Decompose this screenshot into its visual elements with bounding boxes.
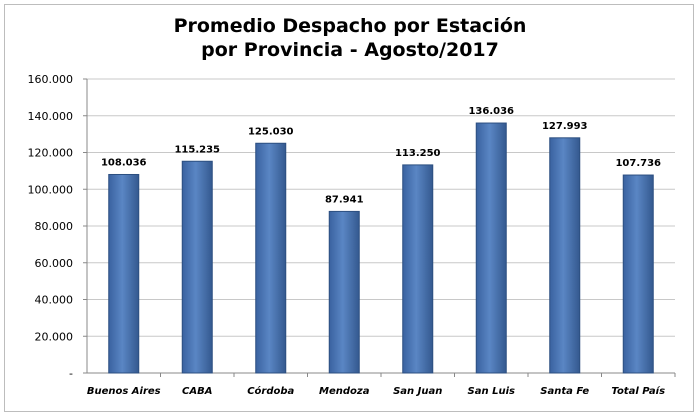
bar-san-luis (475, 122, 507, 374)
x-tick-label: Mendoza (319, 386, 370, 397)
data-label: 87.941 (325, 194, 364, 205)
bar-san-juan (402, 164, 434, 374)
y-tick-label: 160.000 (28, 73, 74, 86)
y-tick-label: 80.000 (35, 220, 74, 233)
chart-frame (4, 4, 694, 412)
data-label: 125.030 (248, 126, 294, 137)
y-tick-label: 140.000 (28, 110, 74, 123)
y-tick-label: - (69, 367, 73, 380)
data-label: 127.993 (542, 121, 588, 132)
chart-title-line2: por Provincia - Agosto/2017 (201, 39, 499, 61)
y-tick-label: 120.000 (28, 147, 74, 160)
bar-mendoza (328, 210, 360, 374)
data-label: 113.250 (395, 148, 441, 159)
chart-title-line1: Promedio Despacho por Estación (173, 15, 527, 37)
y-tick-label: 20.000 (35, 330, 74, 343)
x-tick-label: Total País (611, 385, 665, 397)
data-label: 108.036 (101, 157, 147, 168)
x-tick-label: Córdoba (247, 385, 294, 397)
bar-santa-fe (549, 137, 581, 374)
x-tick-label: Santa Fe (540, 386, 589, 397)
data-label: 115.235 (174, 144, 220, 155)
chart-title: Promedio Despacho por Estación por Provi… (0, 14, 700, 62)
y-tick-label: 40.000 (35, 294, 74, 307)
bar-buenos-aires (108, 173, 140, 374)
data-label: 107.736 (615, 158, 661, 169)
y-tick-label: 100.000 (28, 183, 74, 196)
x-tick-label: Buenos Aires (87, 386, 161, 397)
x-tick-label: San Luis (468, 386, 515, 397)
bar-caba (181, 160, 213, 374)
y-tick-label: 60.000 (35, 257, 74, 270)
x-tick-label: San Juan (393, 386, 442, 397)
bar-córdoba (255, 142, 287, 374)
x-tick-label: CABA (182, 386, 212, 397)
bar-total-país (622, 174, 654, 374)
data-label: 136.036 (468, 106, 514, 117)
